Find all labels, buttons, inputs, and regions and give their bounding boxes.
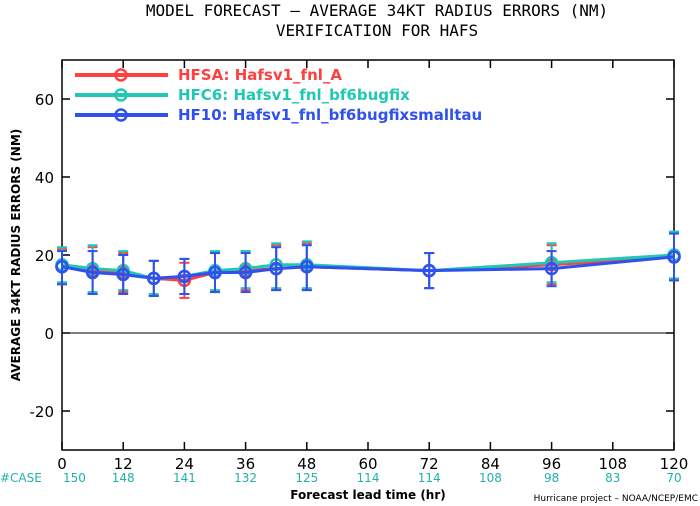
series-3	[55, 232, 681, 297]
data-point	[269, 261, 283, 276]
x-tick-label: 84	[481, 455, 500, 473]
y-tick-label: 20	[35, 247, 54, 265]
case-count: 125	[295, 471, 318, 485]
case-count: 108	[479, 471, 502, 485]
y-tick-label: 0	[44, 325, 54, 343]
case-count: 114	[357, 471, 380, 485]
case-count: 148	[112, 471, 135, 485]
y-tick-label: 40	[35, 169, 54, 187]
case-count: 70	[666, 471, 681, 485]
data-point	[544, 261, 559, 276]
data-point	[238, 265, 253, 280]
legend-marker	[114, 88, 128, 102]
data-point	[177, 269, 192, 284]
x-tick-label: 96	[542, 455, 561, 473]
data-point	[667, 250, 681, 264]
case-label: #CASE	[0, 471, 42, 485]
case-count: 132	[234, 471, 257, 485]
axis-ticks: 0 12 24 36 48 60 72 84 96 108 120 -20 0 20 40 60	[30, 60, 689, 473]
case-count: 98	[544, 471, 559, 485]
legend-marker	[114, 108, 128, 122]
x-tick-label: 108	[598, 455, 627, 473]
legend-marker	[114, 68, 128, 82]
x-tick-label: 0	[57, 455, 67, 473]
x-tick-label: 72	[420, 455, 439, 473]
data-point	[116, 267, 130, 282]
data-point	[85, 265, 100, 280]
series-layer	[55, 230, 681, 299]
x-tick-label: 12	[114, 455, 133, 473]
x-tick-label: 36	[236, 455, 255, 473]
chart-title-line1: MODEL FORECAST – AVERAGE 34KT RADIUS ERR…	[146, 1, 608, 20]
x-axis-label: Forecast lead time (hr)	[290, 488, 446, 502]
y-tick-label: 60	[35, 91, 54, 109]
legend-label: HFSA: Hafsv1_fnl_A	[178, 66, 342, 84]
legend: HFSA: Hafsv1_fnl_A HFC6: Hafsv1_fnl_bf6bu…	[75, 66, 482, 124]
case-count: 150	[63, 471, 86, 485]
x-tick-label: 120	[660, 455, 689, 473]
legend-label: HF10: Hafsv1_fnl_bf6bugfixsmalltau	[178, 106, 482, 124]
data-point	[208, 265, 222, 280]
data-point	[422, 263, 436, 278]
case-count: 114	[418, 471, 441, 485]
legend-label: HFC6: Hafsv1_fnl_bf6bugfix	[178, 86, 410, 104]
data-point	[147, 271, 161, 286]
case-count: 83	[605, 471, 620, 485]
y-axis-label: AVERAGE 34KT RADIUS ERRORS (NM)	[9, 129, 23, 381]
chart-title-line2: VERIFICATION FOR HAFS	[276, 21, 478, 40]
credit-text: Hurricane project – NOAA/NCEP/EMC	[534, 494, 698, 504]
y-tick-label: -20	[30, 403, 55, 421]
data-point	[55, 259, 69, 274]
case-counts: 150 148 141 132 125 114 114 108 98 83 70	[63, 471, 682, 485]
data-point	[300, 259, 314, 274]
x-tick-label: 60	[358, 455, 377, 473]
x-tick-label: 48	[297, 455, 316, 473]
x-tick-label: 24	[175, 455, 194, 473]
case-count: 141	[173, 471, 196, 485]
